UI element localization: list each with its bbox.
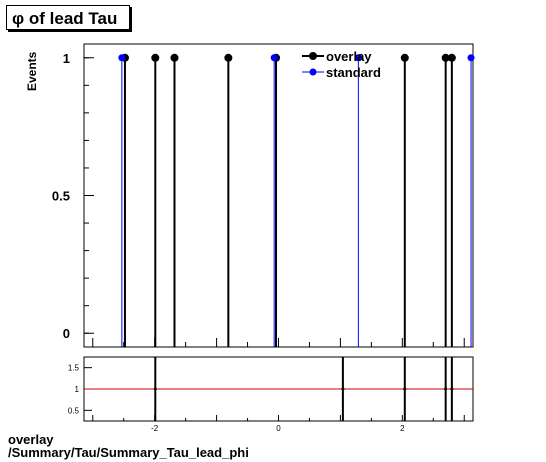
ratio-point — [450, 387, 454, 391]
legend: overlay standard — [302, 49, 381, 80]
main-ytick-label: 0 — [63, 326, 70, 341]
ratio-x-axis: -2 0 2 — [92, 415, 465, 433]
footer-path: /Summary/Tau/Summary_Tau_lead_phi — [8, 445, 249, 460]
ratio-xtick-label: 0 — [276, 424, 281, 433]
legend-standard-marker — [309, 68, 317, 76]
main-series-marks — [118, 53, 475, 347]
ratio-marks — [84, 357, 473, 421]
legend-overlay-marker — [309, 52, 317, 60]
ratio-xtick-label: 2 — [400, 424, 405, 433]
series-overlay-point — [224, 53, 233, 62]
ratio-xtick-label: -2 — [151, 424, 159, 433]
legend-overlay-label: overlay — [326, 49, 372, 64]
ratio-point — [444, 387, 448, 391]
series-overlay-point — [447, 53, 456, 62]
main-ytick-label: 1 — [63, 51, 70, 66]
series-standard-point — [118, 54, 126, 62]
legend-standard-label: standard — [326, 65, 381, 80]
series-standard-point — [467, 54, 475, 62]
series-overlay-point — [170, 53, 179, 62]
series-overlay-point — [441, 53, 450, 62]
ratio-point — [153, 387, 157, 391]
series-overlay-point — [400, 53, 409, 62]
ratio-ytick-label: 1 — [75, 385, 80, 394]
ratio-ytick-label: 0.5 — [68, 406, 80, 415]
plot-title: φ of lead Tau — [6, 5, 130, 30]
series-standard-point — [270, 54, 278, 62]
series-overlay-point — [151, 53, 160, 62]
main-ytick-label: 0.5 — [52, 189, 70, 204]
ratio-ytick-label: 1.5 — [68, 364, 80, 373]
ratio-point — [341, 387, 345, 391]
ratio-point — [403, 387, 407, 391]
main-x-axis — [92, 338, 465, 347]
main-plot-frame — [83, 43, 474, 348]
main-y-axis: 00.51 — [52, 51, 94, 341]
series-standard-point — [354, 54, 362, 62]
y-axis-label: Events — [25, 51, 39, 91]
footer-overlay-label: overlay — [8, 432, 54, 447]
